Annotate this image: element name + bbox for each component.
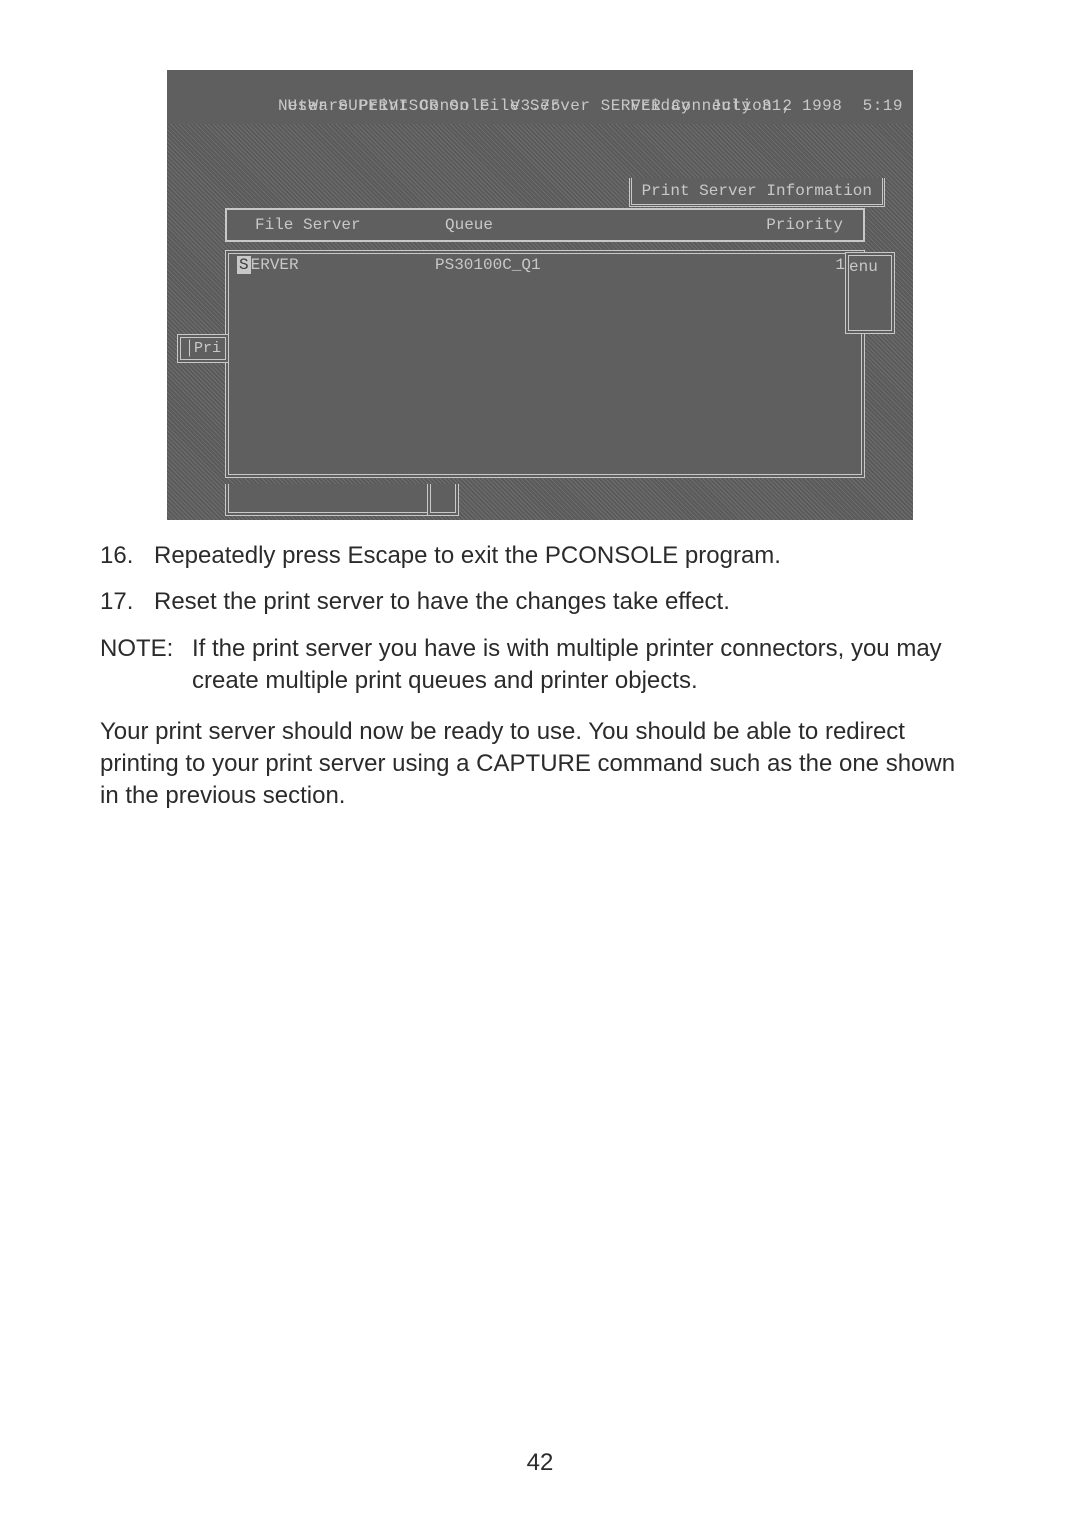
cell-server-highlight: S bbox=[237, 256, 251, 274]
step-16: 16. Repeatedly press Escape to exit the … bbox=[100, 540, 980, 572]
cell-server-rest: ERVER bbox=[251, 256, 299, 274]
pri-label: │Pri bbox=[185, 340, 221, 357]
cell-server: SERVER bbox=[237, 256, 435, 274]
console-subtitle: User SUPERVISOR On File Server SERVER Co… bbox=[167, 96, 913, 116]
note-text: If the print server you have is with mul… bbox=[192, 633, 980, 698]
bottom-fragment-boxes bbox=[225, 484, 459, 516]
step-17: 17. Reset the print server to have the c… bbox=[100, 586, 980, 618]
note-block: NOTE: If the print server you have is wi… bbox=[100, 633, 980, 698]
bottom-box-2 bbox=[427, 484, 459, 516]
step-17-text: Reset the print server to have the chang… bbox=[154, 586, 730, 618]
netware-console: NetWare Print Console V3.75Friday July 3… bbox=[167, 70, 913, 520]
cell-queue: PS30100C_Q1 bbox=[435, 256, 765, 274]
queue-row[interactable]: SERVER PS30100C_Q1 1 bbox=[229, 254, 861, 274]
step-16-num: 16. bbox=[100, 540, 154, 572]
columns-header-box: File Server Queue Priority bbox=[225, 208, 865, 242]
pri-fragment-box: │Pri bbox=[177, 334, 229, 363]
page-content: NetWare Print Console V3.75Friday July 3… bbox=[100, 70, 980, 831]
queue-list-box[interactable]: SERVER PS30100C_Q1 1 bbox=[225, 250, 865, 478]
columns-header-row: File Server Queue Priority bbox=[227, 216, 863, 234]
cell-priority: 1 bbox=[765, 256, 845, 274]
instruction-text: 16. Repeatedly press Escape to exit the … bbox=[100, 540, 980, 813]
step-16-text: Repeatedly press Escape to exit the PCON… bbox=[154, 540, 781, 572]
print-server-info-title: Print Server Information bbox=[629, 178, 885, 207]
note-label: NOTE: bbox=[100, 633, 192, 698]
col-file-server: File Server bbox=[255, 216, 445, 234]
col-priority: Priority bbox=[743, 216, 843, 234]
step-17-num: 17. bbox=[100, 586, 154, 618]
document-page: NetWare Print Console V3.75Friday July 3… bbox=[0, 0, 1080, 1529]
console-background-hatch: Print Server Information File Server Que… bbox=[167, 124, 913, 520]
bottom-box-1 bbox=[225, 484, 431, 516]
enu-label: enu bbox=[849, 258, 878, 276]
col-queue: Queue bbox=[445, 216, 743, 234]
console-screenshot: NetWare Print Console V3.75Friday July 3… bbox=[167, 70, 913, 520]
enu-fragment-box: enu bbox=[845, 252, 895, 334]
closing-paragraph: Your print server should now be ready to… bbox=[100, 716, 980, 813]
page-number: 42 bbox=[0, 1449, 1080, 1477]
